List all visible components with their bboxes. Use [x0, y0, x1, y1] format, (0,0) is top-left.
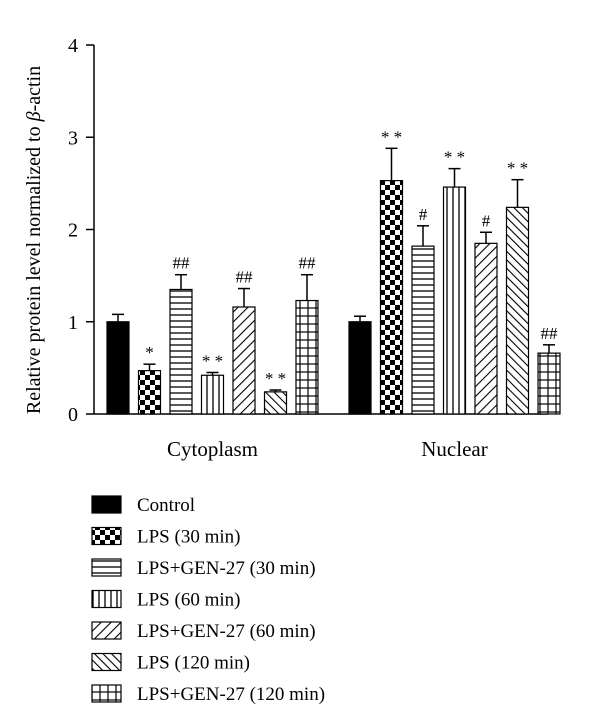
bar-annotation-1-4: # — [482, 211, 491, 230]
legend-swatch-1 — [91, 526, 122, 546]
category-label-1: Nuclear — [421, 437, 487, 461]
legend-label-1: LPS (30 min) — [137, 527, 240, 548]
legend-label-3: LPS (60 min) — [137, 590, 240, 611]
bar-annotation-1-1: * * — [381, 127, 402, 146]
y-tick-label-3: 3 — [68, 127, 78, 149]
legend: Control LPS (30 min) LPS+GEN-27 (30 min) LP… — [91, 495, 325, 705]
y-ticks: 0 1 2 3 4 — [68, 35, 94, 426]
bar-1-4 — [474, 242, 498, 415]
y-tick-label-2: 2 — [68, 220, 78, 242]
y-tick-label-0: 0 — [68, 404, 78, 426]
legend-label-5: LPS (120 min) — [137, 653, 250, 674]
legend-label-2: LPS+GEN-27 (30 min) — [137, 558, 316, 579]
bar-0-1 — [137, 370, 162, 415]
y-axis-label-prefix: Relative protein level normalized to — [23, 121, 45, 414]
category-label-0: Cytoplasm — [167, 437, 258, 461]
bar-0-3 — [200, 374, 225, 415]
bar-annotation-1-5: * * — [507, 159, 528, 178]
bar-0-6 — [295, 299, 319, 415]
legend-swatch-5 — [91, 652, 122, 672]
y-axis-label-symbol: β — [23, 111, 45, 122]
bar-0-4 — [232, 306, 256, 415]
legend-swatch-6 — [91, 684, 122, 703]
legend-swatch-4 — [91, 621, 122, 640]
bar-0-2 — [169, 288, 193, 415]
legend-label-0: Control — [137, 495, 195, 516]
bar-annotation-0-3: * * — [202, 351, 223, 370]
bar-1-2 — [411, 245, 435, 415]
legend-swatch-3 — [91, 589, 122, 609]
bar-annotation-0-2: ## — [173, 254, 191, 273]
legend-label-6: LPS+GEN-27 (120 min) — [137, 684, 325, 705]
legend-label-4: LPS+GEN-27 (60 min) — [137, 621, 316, 642]
bar-annotation-1-6: ## — [541, 324, 559, 343]
bar-annotation-0-6: ## — [299, 254, 317, 273]
bar-1-6 — [537, 352, 561, 415]
bar-1-1 — [379, 180, 404, 415]
bar-1-3 — [442, 186, 467, 415]
y-axis-label-suffix: -actin — [23, 66, 45, 112]
bar-annotation-0-1: * — [145, 343, 154, 362]
bar-1-5 — [505, 206, 530, 415]
category-labels: Cytoplasm Nuclear — [167, 437, 488, 461]
legend-swatch-0 — [91, 495, 122, 514]
bar-0-0 — [106, 321, 130, 415]
bar-annotation-1-3: * * — [444, 148, 465, 167]
bar-annotation-0-4: ## — [236, 268, 254, 287]
y-tick-label-4: 4 — [68, 35, 78, 57]
bar-annotation-0-5: * * — [265, 369, 286, 388]
bars: * ## * * ## * * ## * * # * * # * * ## — [106, 127, 561, 415]
y-tick-label-1: 1 — [68, 312, 78, 334]
bar-1-0 — [348, 321, 372, 415]
legend-swatch-2 — [91, 558, 122, 577]
bar-annotation-1-2: # — [419, 205, 428, 224]
bar-0-5 — [263, 391, 288, 415]
y-axis-label: Relative protein level normalized to β-a… — [23, 66, 45, 414]
